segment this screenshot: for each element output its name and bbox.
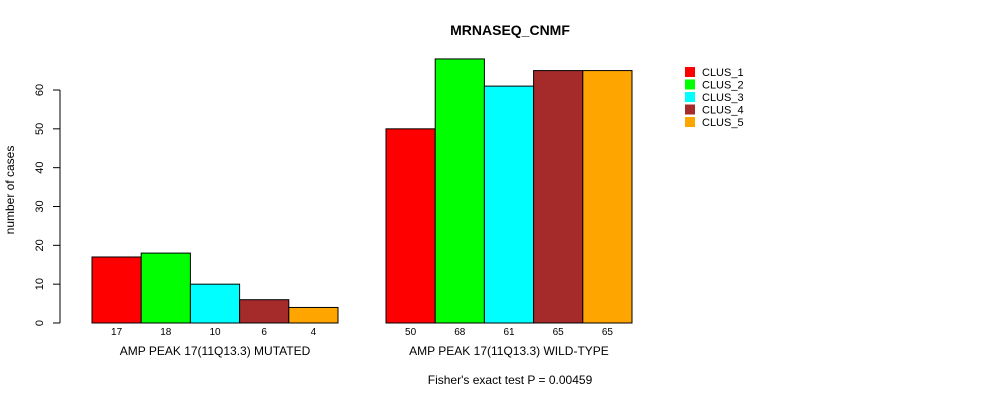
y-tick-label: 50 xyxy=(34,123,46,135)
y-tick-label: 0 xyxy=(34,320,46,326)
bar xyxy=(288,306,339,324)
bar xyxy=(189,283,241,324)
bar-value-label: 50 xyxy=(405,327,417,338)
bar-value-label: 17 xyxy=(111,327,123,338)
bar-value-label: 68 xyxy=(454,327,466,338)
bar-value-label: 10 xyxy=(209,327,221,338)
legend-swatch xyxy=(685,117,695,127)
bar-value-label: 61 xyxy=(503,327,515,338)
bar xyxy=(434,58,485,324)
y-tick-label: 40 xyxy=(34,162,46,174)
y-tick-label: 10 xyxy=(34,278,46,290)
bar-value-label: 4 xyxy=(311,327,317,338)
y-axis: 0 10 20 30 40 50 60 xyxy=(34,84,61,326)
category-label: AMP PEAK 17(11Q13.3) MUTATED xyxy=(120,344,311,358)
bar xyxy=(533,70,584,324)
y-tick-label: 30 xyxy=(34,200,46,212)
bar-value-label: 65 xyxy=(553,327,565,338)
bar-value-label: 18 xyxy=(160,327,172,338)
bar xyxy=(91,256,142,324)
bar xyxy=(483,85,535,324)
legend-swatch xyxy=(685,104,695,115)
bar xyxy=(239,299,290,324)
legend-label: CLUS_1 xyxy=(702,67,744,79)
y-axis-label: number of cases xyxy=(3,146,17,235)
legend-label: CLUS_5 xyxy=(702,117,744,129)
legend-swatch xyxy=(685,79,695,90)
y-tick-label: 20 xyxy=(34,239,46,251)
x-axis-label: Fisher's exact test P = 0.00459 xyxy=(428,373,593,387)
bar-value-label: 65 xyxy=(602,327,614,338)
legend-swatch xyxy=(685,92,695,102)
legend-label: CLUS_4 xyxy=(702,105,744,117)
category-label: AMP PEAK 17(11Q13.3) WILD-TYPE xyxy=(409,344,609,358)
legend-label: CLUS_3 xyxy=(702,92,744,104)
legend-label: CLUS_2 xyxy=(702,80,744,92)
chart-title: MRNASEQ_CNMF xyxy=(450,22,570,38)
legend-swatch xyxy=(685,67,695,77)
bar xyxy=(140,252,191,324)
y-tick-label: 60 xyxy=(34,84,46,96)
bar xyxy=(582,70,633,324)
bar-value-label: 6 xyxy=(261,327,267,338)
bar xyxy=(385,128,436,324)
